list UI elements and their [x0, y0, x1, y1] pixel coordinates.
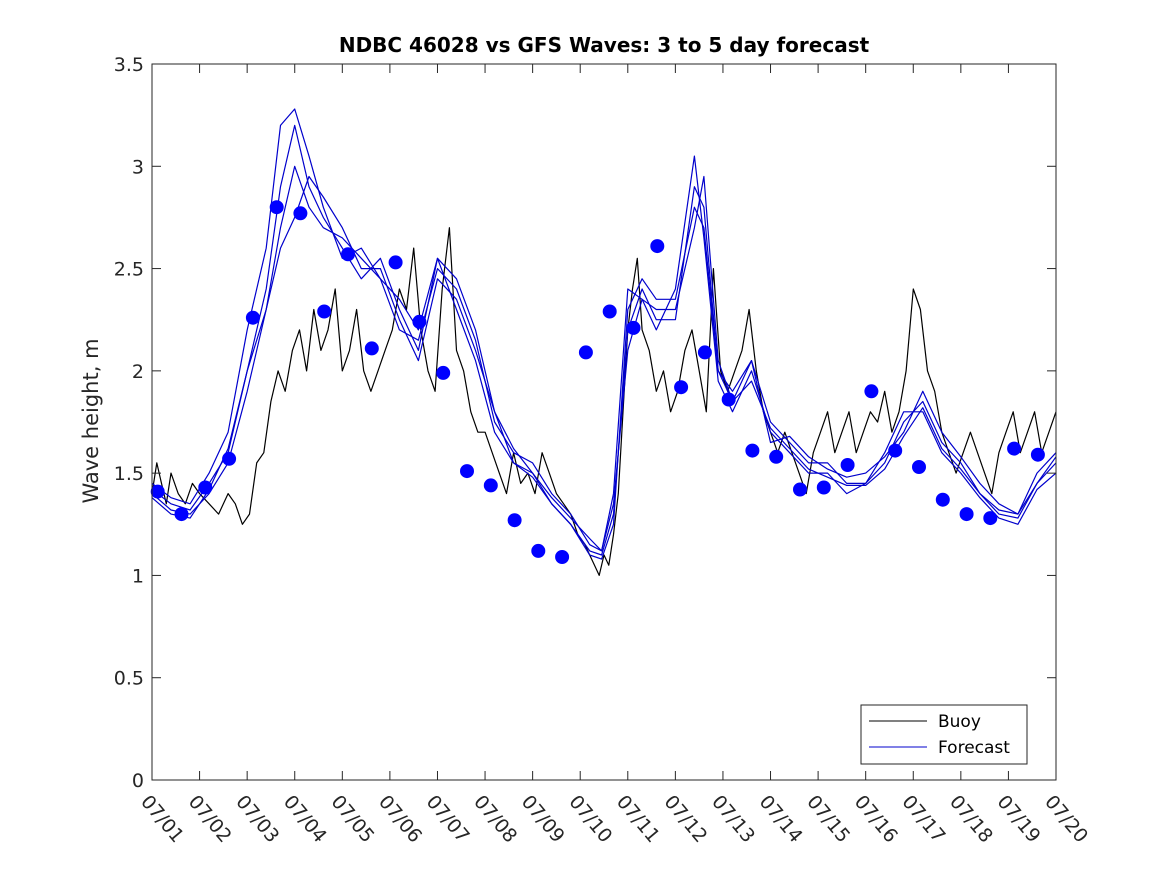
forecast-series-line-4: [151, 165, 1057, 560]
x-tick-label: 07/18: [945, 791, 997, 847]
forecast-marker: [578, 345, 593, 360]
forecast-marker: [174, 507, 189, 522]
y-tick-label: 3.5: [114, 54, 144, 76]
forecast-marker: [840, 458, 855, 472]
forecast-marker: [935, 492, 950, 507]
forecast-marker: [245, 310, 260, 325]
forecast-marker: [864, 384, 879, 399]
x-tick-label: 07/08: [469, 791, 521, 847]
x-tick-label: 07/06: [374, 791, 426, 847]
forecast-marker: [412, 314, 427, 329]
x-tick-label: 07/04: [279, 791, 331, 847]
forecast-markers: [150, 200, 1045, 564]
x-tick-label: 07/13: [707, 791, 759, 847]
x-tick-label: 07/14: [755, 791, 807, 847]
forecast-marker: [983, 511, 998, 526]
forecast-marker: [626, 320, 641, 335]
legend: Buoy Forecast: [860, 704, 1028, 765]
forecast-marker: [697, 345, 712, 360]
x-tick-label: 07/07: [422, 791, 474, 847]
forecast-marker: [388, 255, 403, 270]
buoy-series-line: [151, 227, 1057, 577]
x-tick-label: 07/16: [850, 791, 902, 847]
forecast-marker: [364, 341, 379, 356]
y-tick-label: 1.5: [114, 463, 144, 485]
forecast-marker: [222, 451, 237, 466]
forecast-series-line-1: [151, 124, 1057, 556]
forecast-series-line-3: [151, 175, 1057, 552]
forecast-series-line-2: [151, 108, 1057, 552]
forecast-marker: [745, 443, 760, 458]
forecast-marker: [341, 247, 355, 262]
x-tick-label: 07/09: [517, 791, 569, 847]
forecast-marker: [269, 200, 284, 215]
forecast-marker: [198, 480, 213, 495]
forecast-marker: [793, 482, 807, 497]
legend-box: [860, 704, 1028, 765]
chart-title: NDBC 46028 vs GFS Waves: 3 to 5 day fore…: [339, 33, 870, 57]
legend-buoy-label: Buoy: [938, 712, 981, 732]
forecast-marker: [460, 464, 474, 479]
forecast-marker: [674, 380, 689, 395]
y-tick-label: 3: [132, 156, 144, 178]
forecast-marker: [317, 304, 332, 319]
forecast-marker: [555, 550, 570, 564]
forecast-marker: [1030, 447, 1045, 462]
plot-frame: [151, 63, 1057, 781]
y-tick-label: 0.5: [114, 668, 144, 690]
y-tick-label: 1: [132, 565, 144, 587]
forecast-marker: [912, 460, 926, 474]
forecast-marker: [721, 392, 736, 407]
forecast-marker: [150, 484, 165, 499]
x-tick-label: 07/05: [326, 791, 378, 847]
legend-forecast-label: Forecast: [938, 738, 1010, 758]
x-tick-label: 07/02: [184, 791, 236, 847]
forecast-marker: [293, 206, 308, 221]
y-tick-label: 0: [132, 770, 144, 792]
y-axis-label: Wave height, m: [79, 338, 103, 503]
x-tick-label: 07/15: [802, 791, 854, 847]
x-tick-label: 07/03: [231, 791, 283, 847]
y-tick-label: 2: [132, 361, 144, 383]
series-layer: [151, 108, 1057, 577]
forecast-marker: [816, 480, 831, 495]
x-tick-label: 07/12: [660, 791, 712, 847]
forecast-marker: [769, 449, 784, 464]
x-tick-label: 07/11: [612, 791, 664, 847]
forecast-marker: [1007, 441, 1022, 456]
y-tick-label: 2.5: [114, 259, 144, 281]
forecast-marker: [507, 513, 522, 528]
x-tick-label: 07/01: [136, 791, 188, 847]
x-tick-label: 07/20: [1040, 791, 1092, 847]
forecast-marker: [888, 443, 903, 458]
x-tick-label: 07/10: [564, 791, 616, 847]
forecast-marker: [483, 478, 498, 493]
forecast-marker: [531, 543, 546, 558]
forecast-marker: [959, 507, 974, 522]
forecast-marker: [650, 239, 665, 254]
forecast-marker: [602, 304, 617, 319]
x-tick-label: 07/17: [897, 791, 949, 847]
forecast-marker: [436, 365, 451, 380]
y-axis-ticks: 0 0.5 1 1.5 2 2.5 3 3.5: [114, 54, 1056, 792]
x-tick-label: 07/19: [993, 791, 1045, 847]
